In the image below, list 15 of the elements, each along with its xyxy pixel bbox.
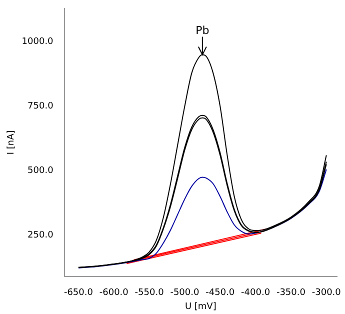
x-tick-label: -650.0 (64, 288, 94, 298)
x-tick-label: -400.0 (241, 288, 270, 298)
y-tick-label: 1000.0 (22, 37, 54, 48)
x-axis-title: U [mV] (184, 302, 216, 312)
x-tick-label: -500.0 (170, 288, 200, 298)
x-tick-label: -600.0 (99, 288, 129, 298)
x-tick-label: -450.0 (206, 288, 235, 298)
x-tick-label: -350.0 (276, 288, 306, 298)
y-tick-label: 500.0 (28, 166, 54, 176)
x-tick-label: -300.0 (312, 288, 342, 298)
y-tick-label: 750.0 (28, 102, 54, 112)
annotation: Pb (196, 24, 210, 38)
x-tick-label: -550.0 (134, 288, 164, 298)
y-tick-label: 250.0 (28, 230, 54, 241)
y-axis-title: I [nA] (6, 130, 17, 155)
